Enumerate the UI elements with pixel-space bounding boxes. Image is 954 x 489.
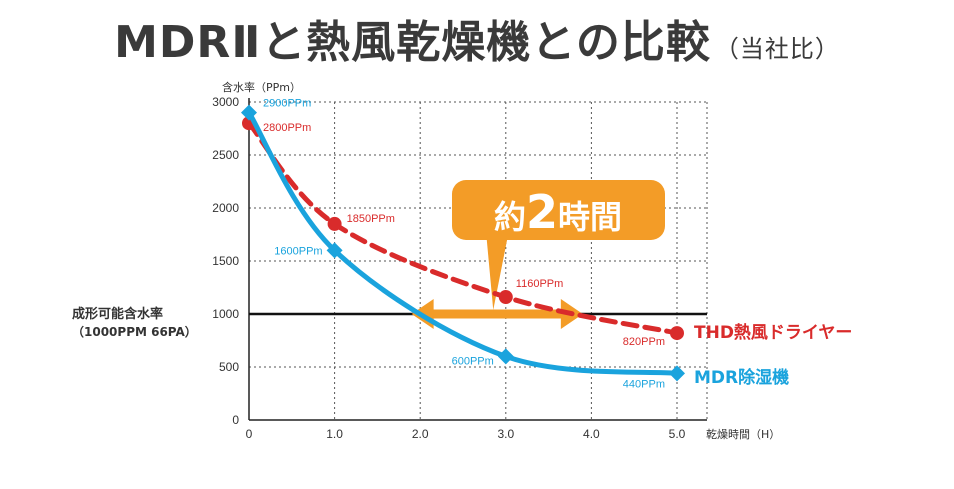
series-group (241, 104, 685, 382)
labels-group: 2800PPm 1850PPm 1160PPm 820PPm THD熱風ドライヤー 290… (263, 98, 852, 391)
data-label: 820PPm (623, 336, 665, 348)
y-tick-label: 500 (219, 360, 239, 374)
annotation-label-number: 2 (526, 185, 558, 239)
data-point (326, 242, 343, 259)
series-line (246, 110, 680, 376)
data-point (498, 290, 513, 305)
data-point (327, 216, 342, 231)
y-tick-label: 1000 (212, 307, 239, 321)
data-label: 440PPm (623, 378, 665, 390)
x-tick-label: 3.0 (497, 427, 514, 441)
series-name-label: THD熱風ドライヤー (694, 322, 852, 343)
y-tick-label: 1500 (212, 254, 239, 268)
reference-label: 成形可能含水率 (72, 306, 163, 322)
data-point (670, 326, 684, 341)
y-axis-label: 含水率（PPm） (222, 80, 301, 94)
series-name-label: MDR除湿機 (694, 367, 789, 388)
y-tick-label: 0 (232, 413, 239, 427)
x-tick-label: 4.0 (583, 427, 600, 441)
annotation-group: 約2時間 (411, 180, 665, 329)
y-tick-label: 2000 (212, 201, 239, 215)
page-title: MDRⅡと熱風乾燥機との比較 （当社比） (0, 6, 954, 70)
annotation-label-suffix: 時間 (558, 198, 622, 236)
x-tick-label: 2.0 (412, 427, 429, 441)
x-tick-label: 5.0 (669, 427, 686, 441)
reference-sublabel: （1000PPM 66PA） (72, 324, 197, 339)
data-label: 1600PPm (274, 245, 322, 257)
data-label: 1160PPm (516, 278, 564, 290)
data-label: 2800PPm (263, 122, 311, 134)
data-label: 2900PPm (263, 98, 311, 110)
x-tick-label: 0 (246, 427, 253, 441)
data-label: 600PPm (452, 355, 494, 367)
y-tick-label: 3000 (212, 95, 239, 109)
data-label: 1850PPm (347, 213, 395, 225)
data-point (241, 104, 257, 121)
data-point (497, 348, 514, 365)
series-line (246, 120, 680, 336)
axes: 0 500 1000 1500 2000 2500 3000 0 1.0 2.0 3.0 4.0 5.0… (212, 80, 780, 441)
data-point (669, 365, 685, 382)
title-sub: （当社比） (714, 35, 840, 63)
y-tick-label: 2500 (212, 148, 239, 162)
annotation-pointer (486, 234, 509, 310)
annotation-label: 約2時間 (494, 185, 622, 239)
title-main: MDRⅡと熱風乾燥機との比較 (114, 17, 711, 68)
x-axis-label: 乾燥時間（H） (706, 428, 780, 441)
x-tick-label: 1.0 (326, 427, 343, 441)
annotation-badge (452, 180, 665, 240)
annotation-label-prefix: 約 (494, 198, 526, 236)
